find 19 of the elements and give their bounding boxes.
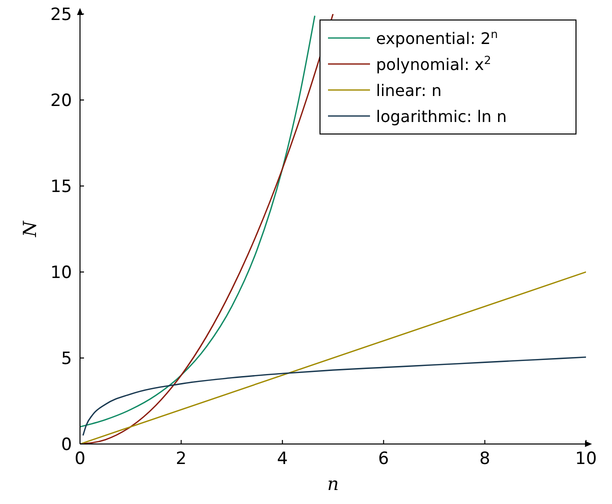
x-tick-label: 10 <box>575 449 597 469</box>
line-series <box>82 356 586 436</box>
x-tick-label: 6 <box>378 449 390 469</box>
y-tick-label: 15 <box>50 177 72 197</box>
legend-label: exponential: 2$^{n}$ <box>376 28 498 48</box>
x-axis-title: n <box>327 474 339 495</box>
y-tick-label: 5 <box>61 349 72 369</box>
legend-label: polynomial: x$^{2}$ <box>376 54 492 74</box>
legend-label: linear: n <box>376 81 442 100</box>
y-axis-title: N <box>20 220 41 238</box>
y-tick-label: 20 <box>50 91 72 111</box>
x-tick-label: 4 <box>276 449 288 469</box>
legend-label: logarithmic: ln n <box>376 107 507 126</box>
x-tick-label: 8 <box>479 449 490 469</box>
y-tick-label: 25 <box>50 5 72 25</box>
y-tick-label: 0 <box>61 435 72 455</box>
x-tick-label: 2 <box>176 449 187 469</box>
x-tick-label: 0 <box>74 449 86 469</box>
y-tick-label: 10 <box>50 263 72 283</box>
